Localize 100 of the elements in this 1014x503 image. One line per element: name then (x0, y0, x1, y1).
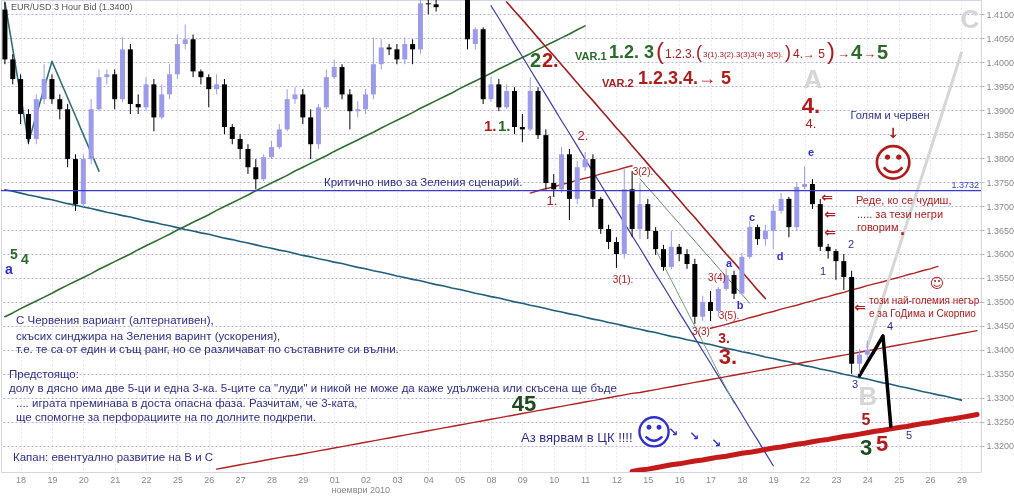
x-tick-label: 29 (298, 474, 309, 485)
x-tick-label: 22 (141, 474, 152, 485)
x-tick-label: 03 (392, 474, 403, 485)
annotation: 2 (847, 238, 855, 250)
x-tick-label: 04 (423, 474, 434, 485)
candlestick (261, 153, 267, 182)
annotation: ..... за тези негри (857, 208, 944, 220)
annotation: VAR.2 (602, 77, 634, 89)
annotation: 3(2). (632, 166, 654, 177)
candlestick (143, 76, 149, 112)
candlestick (762, 224, 768, 247)
x-tick-label: 26 (925, 474, 936, 485)
y-tick-label: 1.3900 (986, 105, 1014, 116)
candlestick (214, 73, 220, 95)
x-tick-label: 15 (643, 474, 654, 485)
candlestick (802, 165, 808, 190)
y-tick-label: 1.3400 (986, 345, 1014, 356)
candlestick (504, 83, 510, 110)
candlestick (410, 38, 416, 65)
y-tick-label: 1.3800 (986, 153, 1014, 164)
candlestick (472, 26, 478, 50)
y-tick-label: 1.3450 (986, 321, 1014, 332)
annotation: . (900, 219, 906, 239)
annotation: ☺ (872, 140, 914, 186)
annotation: 1. (498, 117, 511, 134)
candlestick (300, 88, 306, 125)
y-tick-label: 1.3350 (986, 369, 1014, 380)
candlestick (825, 243, 831, 260)
annotation: → (863, 46, 876, 61)
candlestick (708, 290, 714, 322)
candlestick (386, 43, 392, 56)
annotation: a (725, 257, 733, 269)
annotation: 3 (859, 435, 873, 460)
candlestick (159, 83, 165, 120)
y-tick-label: 1.4100 (986, 9, 1014, 20)
y-tick-label: 1.3550 (986, 273, 1014, 284)
candlestick (237, 133, 243, 160)
annotation: Реде, ко се чудиш, (856, 194, 952, 206)
y-tick-label: 1.3700 (986, 201, 1014, 212)
x-tick-label: 10 (549, 474, 560, 485)
y-tick-label: 1.3500 (986, 297, 1014, 308)
candlestick (229, 123, 235, 145)
annotation: 1.2.3. (665, 47, 696, 61)
annotation: ⇐ (824, 224, 836, 240)
x-tick-label: 24 (862, 474, 873, 485)
x-tick-label: 01 (329, 474, 340, 485)
annotation: 4 (851, 41, 863, 63)
annotation: Аз вярвам в ЦК !!!! (521, 430, 633, 445)
x-tick-label: 29 (956, 474, 967, 485)
y-tick-label: 1.3850 (986, 129, 1014, 140)
candlestick (653, 226, 659, 256)
annotation: .... играта преминава в доста опасна фаза. Разчитам, че 3-ката, (16, 397, 358, 409)
x-tick-label: 19 (768, 474, 779, 485)
candlestick (606, 224, 612, 250)
annotation: Предстоящо: (9, 368, 79, 380)
annotation: 3(1). (612, 274, 634, 285)
annotation: 2. (542, 49, 559, 71)
annotation: ⇐ (824, 206, 836, 222)
x-tick-label: 22 (800, 474, 811, 485)
line-series (857, 334, 893, 429)
candlestick (856, 348, 862, 375)
annotation: ↓ (887, 125, 899, 141)
candlestick (347, 88, 353, 130)
annotation: d (776, 250, 784, 262)
candlestick (49, 73, 55, 105)
annotation: ↘ (710, 436, 722, 450)
candlestick (57, 93, 63, 120)
annotation: ☺ (929, 275, 945, 291)
candlestick (613, 236, 619, 269)
annotation: b (736, 299, 744, 311)
annotation: ⇐ (821, 189, 833, 205)
annotation: ( (696, 42, 702, 62)
annotation: c (748, 211, 756, 223)
annotation: 45 (511, 391, 537, 416)
annotation: 2. (577, 128, 589, 143)
candlestick (167, 63, 173, 100)
y-tick-label: 1.4050 (986, 33, 1014, 44)
x-tick-label: 05 (455, 474, 466, 485)
candlestick (253, 158, 259, 190)
candlestick (551, 173, 557, 198)
candlestick (715, 286, 721, 318)
candlestick (276, 123, 282, 150)
annotation: 1 (819, 265, 827, 277)
candlestick (582, 151, 588, 172)
annotation: 4 (886, 320, 894, 332)
y-tick-label: 1.3200 (986, 441, 1014, 452)
annotation: 5 (905, 429, 913, 441)
annotation: този най-големия негър (869, 295, 980, 306)
annotation: VAR.1 (575, 50, 607, 62)
candlestick (488, 76, 494, 103)
x-tick-label: 21 (110, 474, 121, 485)
annotation: 5 (875, 431, 889, 456)
y-tick-label: 1.3750 (986, 177, 1014, 188)
annotation: 4. (801, 93, 821, 118)
annotation: ) (827, 37, 835, 64)
candlestick (684, 248, 690, 270)
annotation: 2 (530, 49, 542, 71)
annotation: скъсих синджира на Зеления варинт (ускорения), (16, 330, 281, 342)
chart-title: EUR/USD 3 Hour Bid (1.3400) (11, 2, 133, 12)
x-tick-label: 02 (361, 474, 372, 485)
